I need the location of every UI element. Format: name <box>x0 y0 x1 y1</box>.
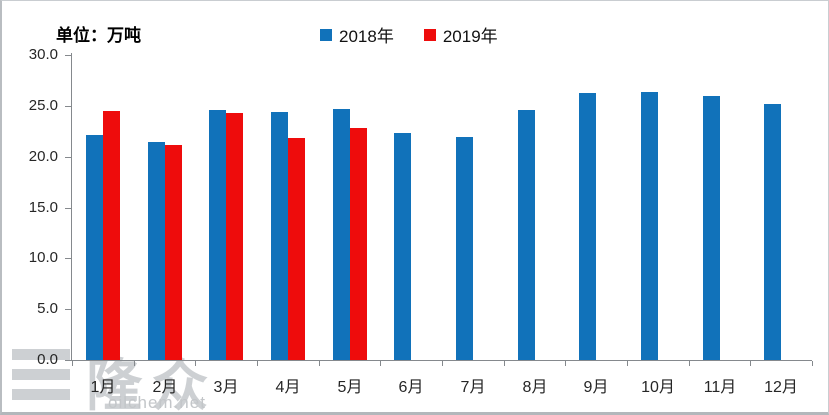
bar-2018年-6月 <box>394 133 411 360</box>
legend-swatch-2018-icon <box>320 28 332 41</box>
x-tick <box>134 361 135 366</box>
bar-2018年-1月 <box>86 135 103 360</box>
x-tick-label: 10月 <box>641 379 675 396</box>
bar-2018年-10月 <box>641 92 658 360</box>
watermark-site-text: oilchem.net <box>108 393 206 412</box>
x-tick <box>442 361 443 366</box>
bar-2019年-5月 <box>350 128 367 360</box>
y-tick <box>65 157 71 158</box>
x-tick-label: 2月 <box>152 379 178 396</box>
legend-item-2018: 2018年 <box>320 22 394 47</box>
legend-swatch-2019-icon <box>423 28 436 41</box>
y-tick-label: 0.0 <box>37 351 58 368</box>
bar-2019年-3月 <box>226 113 243 360</box>
y-tick <box>65 258 71 259</box>
x-tick <box>689 361 690 366</box>
bar-2018年-3月 <box>209 110 226 360</box>
x-tick-label: 1月 <box>90 379 116 396</box>
y-tick <box>65 106 71 107</box>
x-tick <box>750 361 751 366</box>
x-tick <box>565 361 566 366</box>
legend-label-2019: 2019年 <box>442 27 498 46</box>
legend-item-2019: 2019年 <box>423 22 498 47</box>
x-tick-label: 12月 <box>764 379 798 396</box>
bar-2018年-9月 <box>579 93 596 360</box>
x-tick <box>319 361 320 366</box>
bar-2018年-8月 <box>518 110 535 360</box>
y-axis <box>71 53 72 360</box>
x-tick <box>812 361 813 366</box>
x-tick-label: 9月 <box>583 379 609 396</box>
x-tick-label: 5月 <box>337 379 363 396</box>
y-tick-label: 20.0 <box>28 148 58 165</box>
bar-2018年-4月 <box>271 112 288 360</box>
bar-2018年-7月 <box>456 137 473 360</box>
y-tick-label: 25.0 <box>28 97 58 114</box>
y-tick <box>65 55 71 56</box>
y-tick <box>65 360 71 361</box>
x-tick-label: 4月 <box>275 379 301 396</box>
x-tick-label: 7月 <box>460 379 486 396</box>
bar-2018年-12月 <box>764 104 781 360</box>
x-tick-label: 8月 <box>522 379 548 396</box>
x-tick <box>380 361 381 366</box>
watermark-logo-icon <box>12 349 70 409</box>
y-tick-label: 30.0 <box>28 46 58 63</box>
x-tick-label: 11月 <box>703 379 737 396</box>
x-tick-label: 6月 <box>398 379 424 396</box>
x-axis <box>65 360 812 361</box>
y-tick-label: 10.0 <box>28 249 58 266</box>
x-tick-label: 3月 <box>213 379 239 396</box>
bar-2018年-2月 <box>148 142 165 360</box>
x-tick <box>504 361 505 366</box>
y-tick-label: 5.0 <box>37 300 58 317</box>
x-tick <box>195 361 196 366</box>
y-tick <box>65 208 71 209</box>
legend-label-2018: 2018年 <box>339 27 394 46</box>
unit-label: 单位：万吨 <box>56 26 141 45</box>
watermark-logo-text: 隆众 <box>86 354 218 415</box>
bar-2018年-5月 <box>333 109 350 360</box>
x-tick <box>72 361 73 366</box>
bar-2018年-11月 <box>703 96 720 360</box>
bar-2019年-1月 <box>103 111 120 360</box>
x-tick <box>627 361 628 366</box>
bar-2019年-4月 <box>288 138 305 360</box>
legend: 2018年 2019年 <box>320 22 498 47</box>
y-tick-label: 15.0 <box>28 199 58 216</box>
x-tick <box>257 361 258 366</box>
bar-2019年-2月 <box>165 145 182 360</box>
y-tick <box>65 309 71 310</box>
